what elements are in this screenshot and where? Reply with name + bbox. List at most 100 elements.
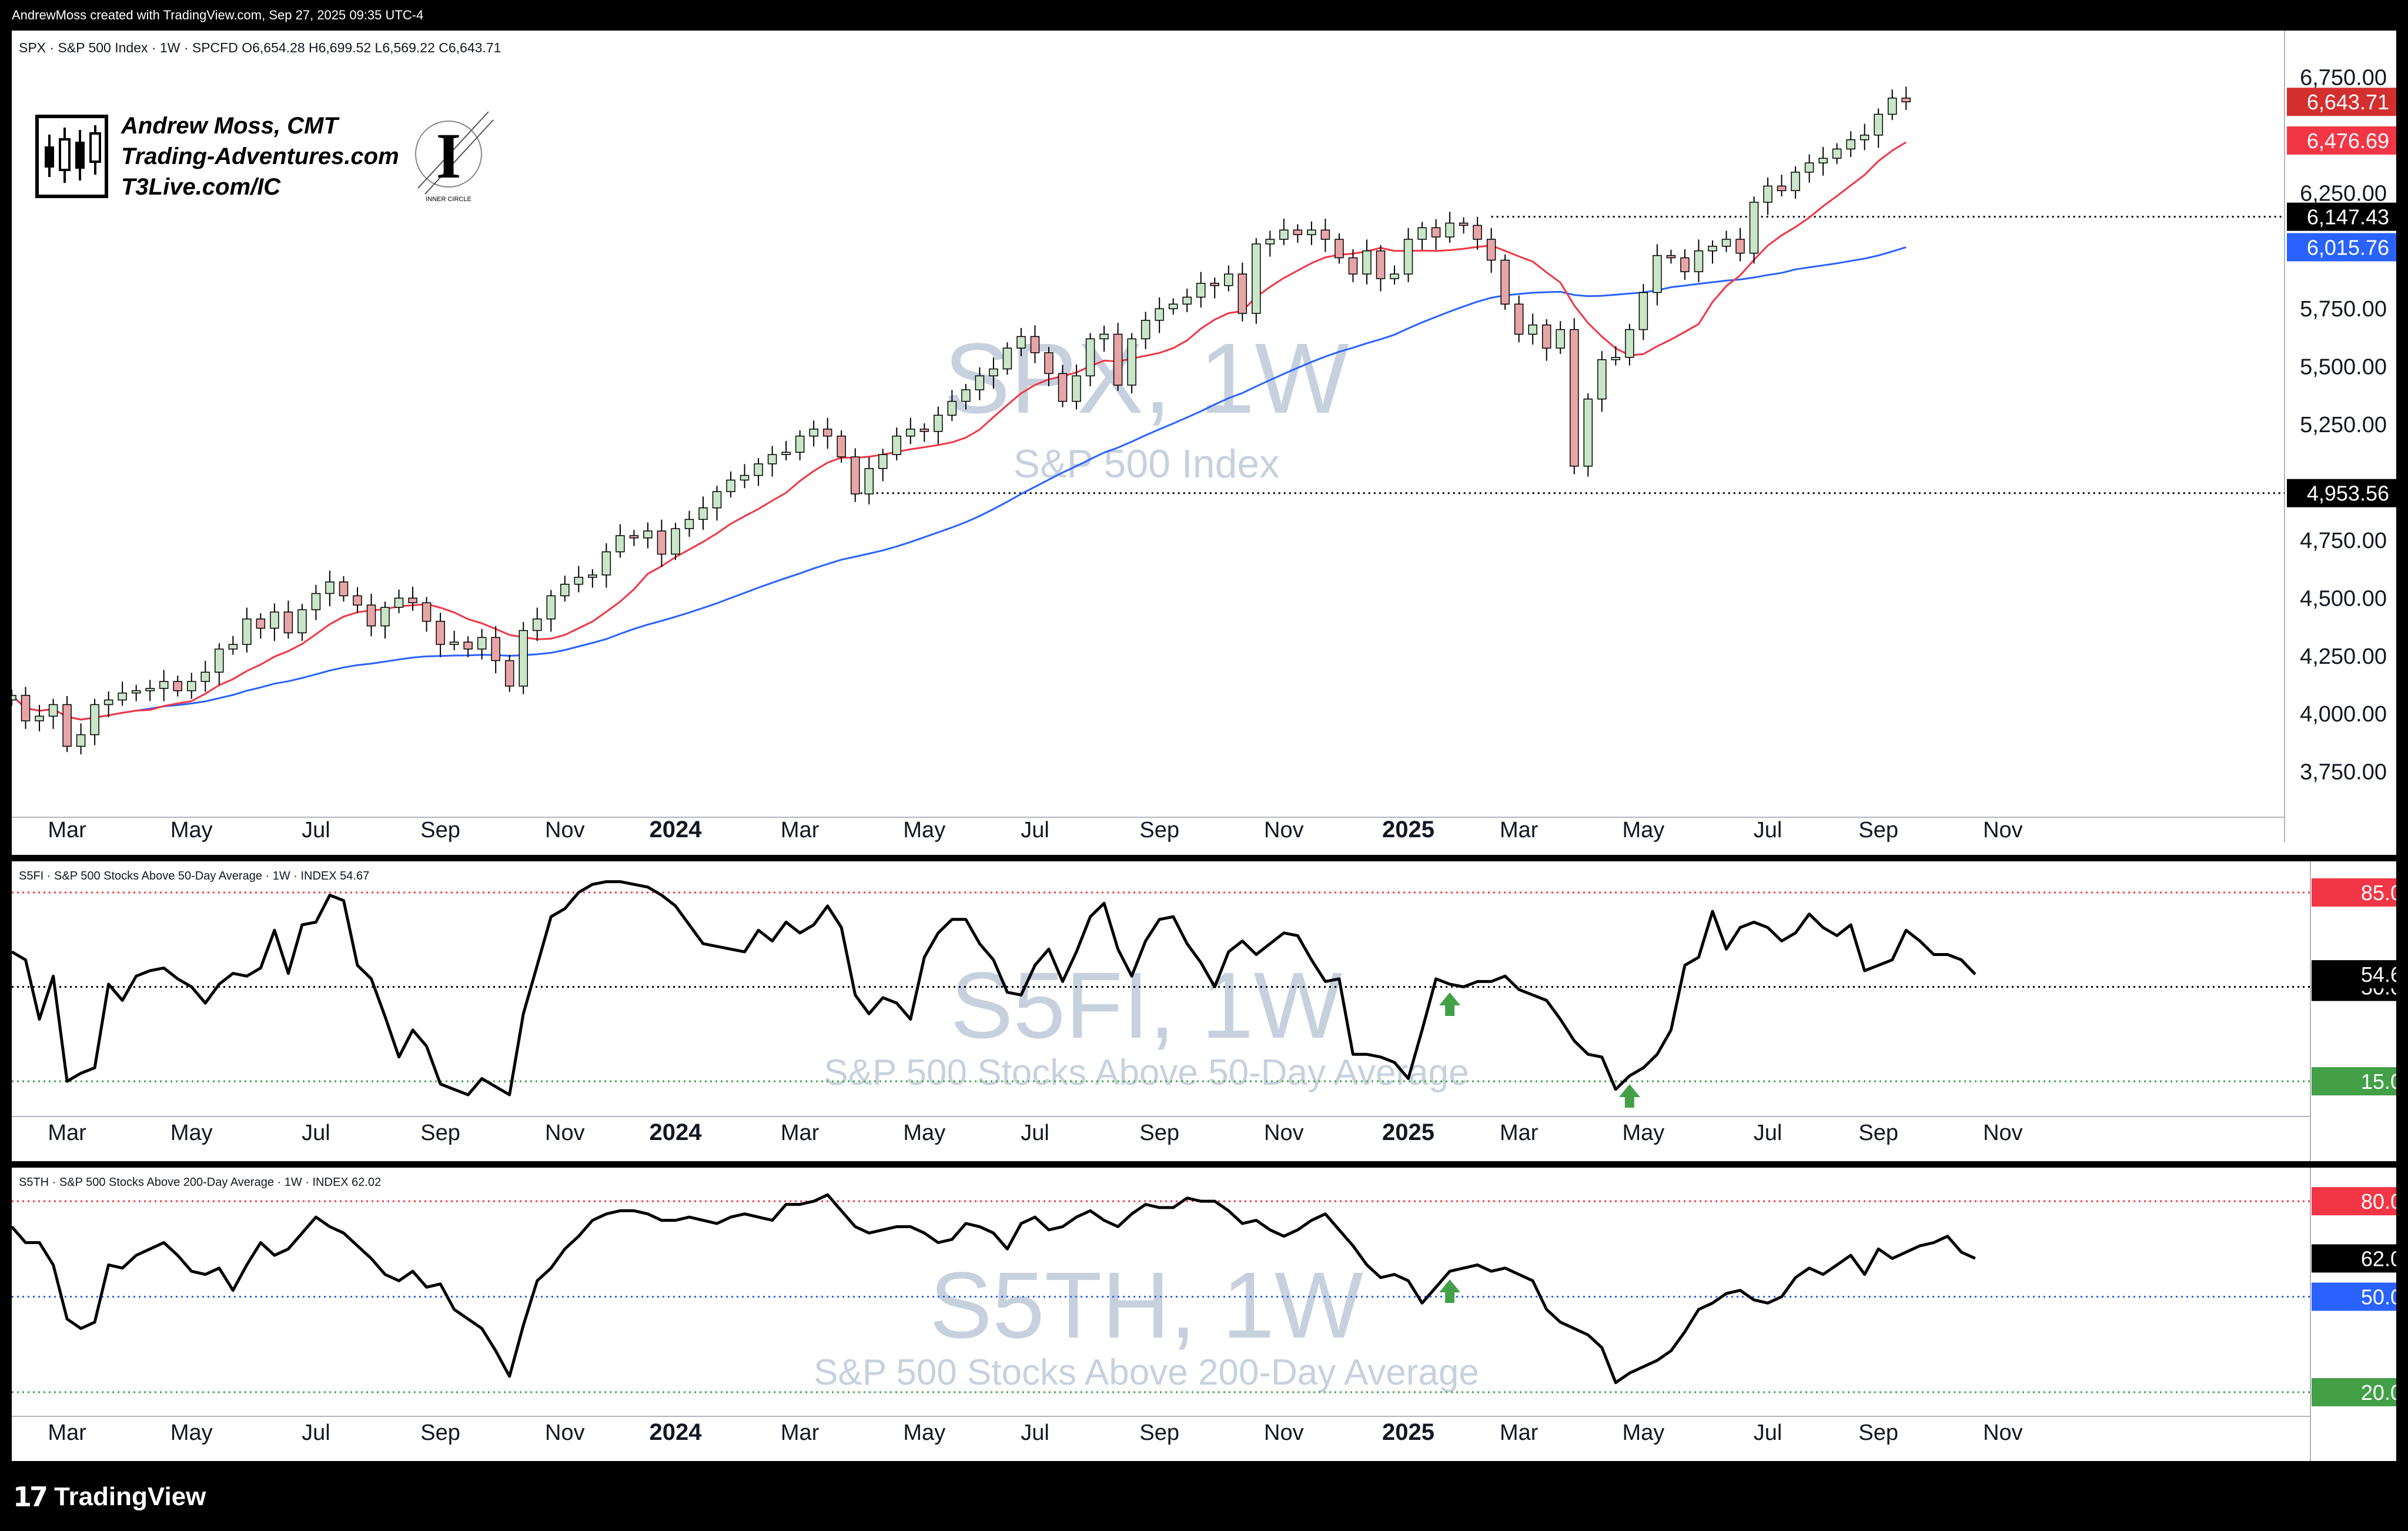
long-ma-line — [12, 246, 1907, 721]
candle-body — [1279, 229, 1289, 240]
candle-body — [1570, 329, 1579, 467]
price-label: 6,015.76 — [2307, 235, 2389, 259]
candle-body — [1030, 336, 1040, 353]
candle-body — [12, 694, 16, 701]
time-axis-label: Nov — [1983, 1420, 2023, 1445]
candle-body — [90, 704, 99, 736]
tradingview-logo-icon: 17 — [13, 1481, 48, 1513]
price-label: 6,147.43 — [2307, 205, 2389, 229]
header-text: AndrewMoss created with TradingView.com,… — [12, 8, 424, 22]
time-axis-label: Mar — [781, 818, 820, 843]
candle-body — [919, 429, 929, 432]
candle-body — [712, 491, 722, 509]
candle-body — [657, 530, 667, 555]
short-ma-line — [12, 141, 1907, 721]
price-chart[interactable]: SPX, 1W S&P 500 Index 3,750.00 4,000.00 4,25… — [12, 31, 2396, 855]
time-axis-label: Mar — [48, 818, 86, 843]
level-label: 85.00 — [2361, 881, 2396, 905]
candle-body — [463, 641, 473, 650]
candle-body — [975, 375, 985, 390]
candle-body — [1058, 373, 1068, 402]
candle-body — [173, 681, 182, 691]
watermark-title: S5FI, 1W — [951, 952, 1343, 1058]
candle-body — [408, 597, 417, 603]
candle-body — [671, 528, 680, 555]
s5th-chart[interactable]: S5TH, 1WS&P 500 Stocks Above 200-Day Ave… — [12, 1168, 2396, 1461]
candle-body — [726, 479, 735, 492]
time-axis-label: May — [170, 1420, 213, 1445]
time-axis-label: Sep — [1858, 1121, 1898, 1145]
time-axis-label: Nov — [1983, 1121, 2023, 1145]
candle-body — [1127, 338, 1136, 386]
buy-signal-arrow-icon — [1439, 1279, 1461, 1303]
candle-body — [767, 454, 777, 464]
candle-body — [1887, 98, 1897, 115]
candle-body — [519, 630, 528, 687]
price-axis-label: 4,000.00 — [2300, 702, 2387, 727]
candle-body — [616, 535, 625, 553]
candle-body — [1265, 239, 1275, 245]
candle-body — [560, 583, 570, 597]
candle-body — [1749, 202, 1759, 254]
candle-body — [1514, 303, 1524, 335]
candle-body — [1597, 359, 1607, 400]
branding-text: Andrew Moss, CMT Trading-Adventures.com … — [121, 111, 399, 202]
time-axis-label: May — [903, 818, 945, 843]
time-axis-label: Mar — [48, 1420, 86, 1445]
candle-body — [159, 681, 169, 689]
tradingview-logo[interactable]: 17 TradingView — [13, 1481, 206, 1513]
candle-body — [1804, 162, 1814, 173]
s5fi-legend: S5FI · S&P 500 Stocks Above 50-Day Avera… — [19, 870, 370, 883]
candle-body — [629, 535, 639, 539]
candle-body — [961, 389, 971, 402]
candle-body — [1500, 259, 1510, 305]
level-label-bg — [2312, 878, 2396, 907]
candle-body — [1694, 250, 1704, 272]
time-axis-label: 2025 — [1382, 1419, 1434, 1445]
candle-body — [1528, 324, 1537, 335]
s5fi-chart[interactable]: S5FI, 1WS&P 500 Stocks Above 50-Day Aver… — [12, 861, 2396, 1161]
candle-body — [864, 468, 874, 494]
candle-body — [588, 574, 597, 578]
candle-body — [822, 429, 832, 437]
candle-body — [574, 577, 584, 585]
candle-body — [325, 581, 335, 594]
indicator-line — [12, 1193, 1976, 1385]
candle-body — [1362, 250, 1372, 275]
candle-body — [533, 619, 542, 631]
time-axis-label: Mar — [1500, 1420, 1539, 1445]
candle-body — [76, 734, 86, 747]
price-axis-label: 4,250.00 — [2300, 644, 2387, 669]
time-axis-label: Sep — [1858, 1420, 1898, 1445]
candle-body — [1113, 333, 1123, 386]
s5th-pane[interactable]: S5TH, 1W S&P 500 Stocks Above 200-Day Ave… — [12, 1168, 2396, 1461]
candle-body — [1141, 320, 1151, 340]
candle-body — [1625, 329, 1634, 358]
candle-body — [781, 452, 791, 455]
candle-body — [256, 619, 266, 629]
candle-body — [643, 530, 653, 539]
svg-text:INNER CIRCLE: INNER CIRCLE — [426, 196, 471, 203]
candle-body — [145, 688, 155, 691]
time-axis-label: Jul — [1021, 1121, 1049, 1145]
level-label: 80.00 — [2361, 1189, 2396, 1214]
candle-body — [1390, 273, 1399, 279]
time-axis-label: May — [170, 1121, 213, 1145]
candle-body — [906, 429, 915, 437]
watermark-subtitle: S&P 500 Stocks Above 50-Day Average — [824, 1052, 1469, 1093]
chart-header: AndrewMoss created with TradingView.com,… — [0, 0, 2408, 31]
last-value-label: 62.02 — [2361, 1246, 2396, 1271]
time-axis-label: 2025 — [1382, 1119, 1434, 1145]
time-axis-label: Sep — [1858, 818, 1898, 843]
time-axis-label: Mar — [1500, 1121, 1539, 1145]
price-label: 6,643.71 — [2307, 90, 2389, 114]
price-pane[interactable]: SPX, 1W S&P 500 Index 3,750.00 4,000.00 4,25… — [12, 31, 2396, 855]
watermark-subtitle: S&P 500 Stocks Above 200-Day Average — [814, 1352, 1479, 1393]
candle-body — [1818, 158, 1828, 163]
price-axis-label: 4,500.00 — [2300, 586, 2387, 611]
candle-body — [740, 474, 750, 481]
candle-body — [228, 644, 238, 650]
candle-body — [353, 595, 362, 606]
s5fi-pane[interactable]: S5FI, 1W S&P 500 Stocks Above 50-Day Aver… — [12, 861, 2396, 1161]
branding-block: Andrew Moss, CMT Trading-Adventures.com … — [35, 106, 494, 207]
